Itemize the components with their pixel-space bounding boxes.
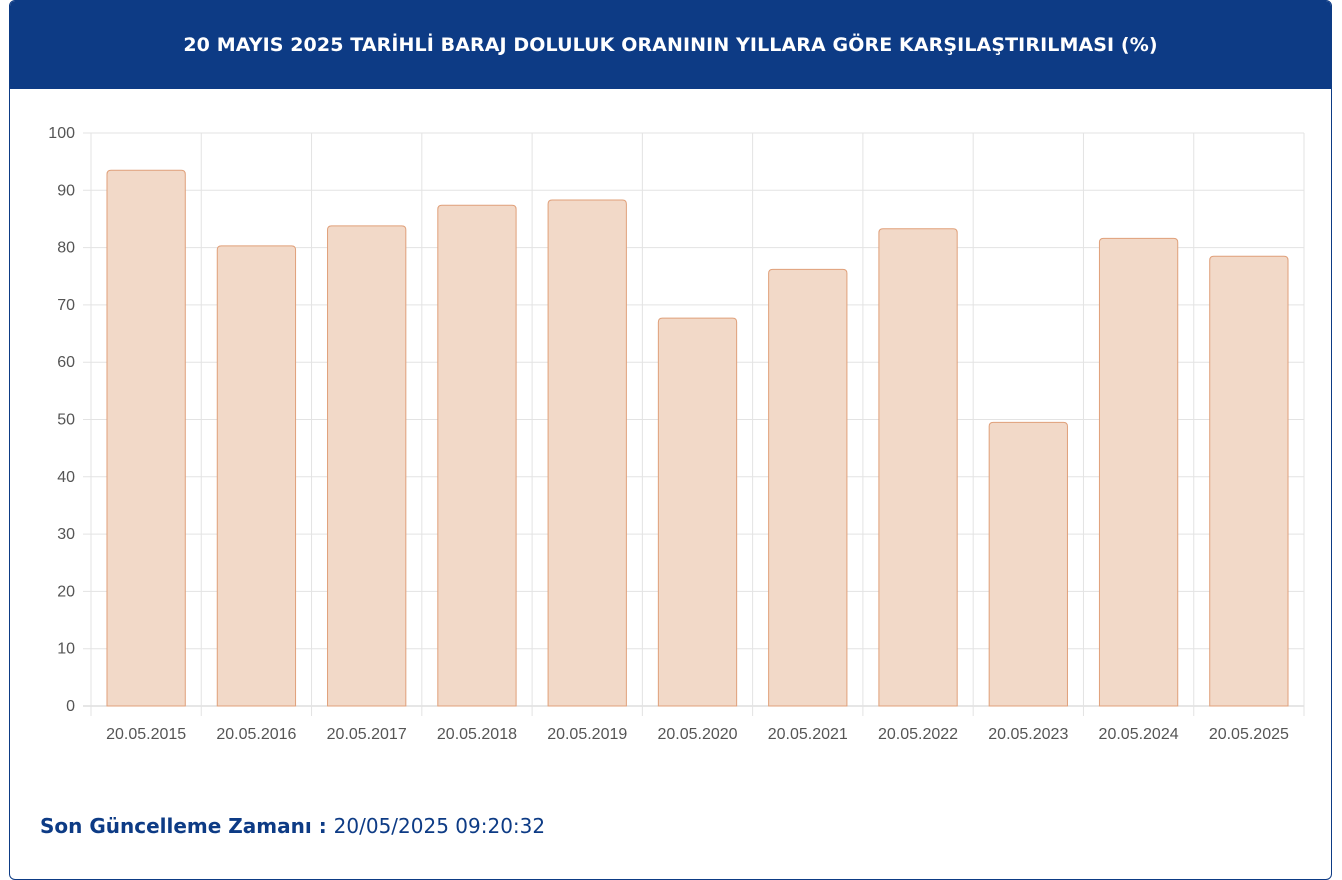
y-tick-label: 40 <box>57 469 75 486</box>
y-tick-label: 70 <box>57 297 75 314</box>
y-tick-label: 80 <box>57 240 75 257</box>
y-tick-label: 10 <box>57 641 75 658</box>
chart-title: 20 MAYIS 2025 TARİHLİ BARAJ DOLULUK ORAN… <box>183 34 1158 56</box>
x-tick-label: 20.05.2016 <box>216 726 296 743</box>
last-update-value: 20/05/2025 09:20:32 <box>333 814 546 838</box>
bar-chart: 0 10 20 30 40 50 60 70 80 90 100 20.05.2015 20.05.20… <box>48 125 1305 743</box>
x-tick-label: 20.05.2017 <box>327 726 407 743</box>
x-tick-label: 20.05.2021 <box>768 726 848 743</box>
bar <box>768 268 848 707</box>
x-tick-label: 20.05.2022 <box>878 726 958 743</box>
x-tick-label: 20.05.2020 <box>657 726 737 743</box>
y-tick-label: 30 <box>57 526 75 543</box>
bar <box>657 317 738 707</box>
bar <box>437 204 517 707</box>
y-tick-label: 100 <box>48 125 75 142</box>
bar <box>547 199 627 707</box>
x-tick-label: 20.05.2023 <box>988 726 1068 743</box>
bar <box>1209 255 1289 707</box>
y-tick-label: 50 <box>57 412 75 429</box>
x-tick-label: 20.05.2025 <box>1209 726 1289 743</box>
bar <box>878 228 958 707</box>
bar <box>988 421 1068 707</box>
y-tick-label: 60 <box>57 354 75 371</box>
bar <box>327 225 407 707</box>
x-tick-label: 20.05.2024 <box>1099 726 1179 743</box>
y-tick-label: 0 <box>66 698 75 715</box>
x-tick-label: 20.05.2018 <box>437 726 517 743</box>
card-header: 20 MAYIS 2025 TARİHLİ BARAJ DOLULUK ORAN… <box>10 1 1331 89</box>
y-tick-label: 20 <box>57 583 75 600</box>
last-update: Son Güncelleme Zamanı : 20/05/2025 09:20… <box>40 814 545 839</box>
x-tick-label: 20.05.2015 <box>106 726 186 743</box>
bar <box>216 245 297 707</box>
last-update-label: Son Güncelleme Zamanı : <box>40 814 334 838</box>
bar <box>106 169 186 707</box>
bar <box>1098 237 1179 707</box>
x-tick-label: 20.05.2019 <box>547 726 627 743</box>
y-tick-label: 90 <box>57 182 75 199</box>
